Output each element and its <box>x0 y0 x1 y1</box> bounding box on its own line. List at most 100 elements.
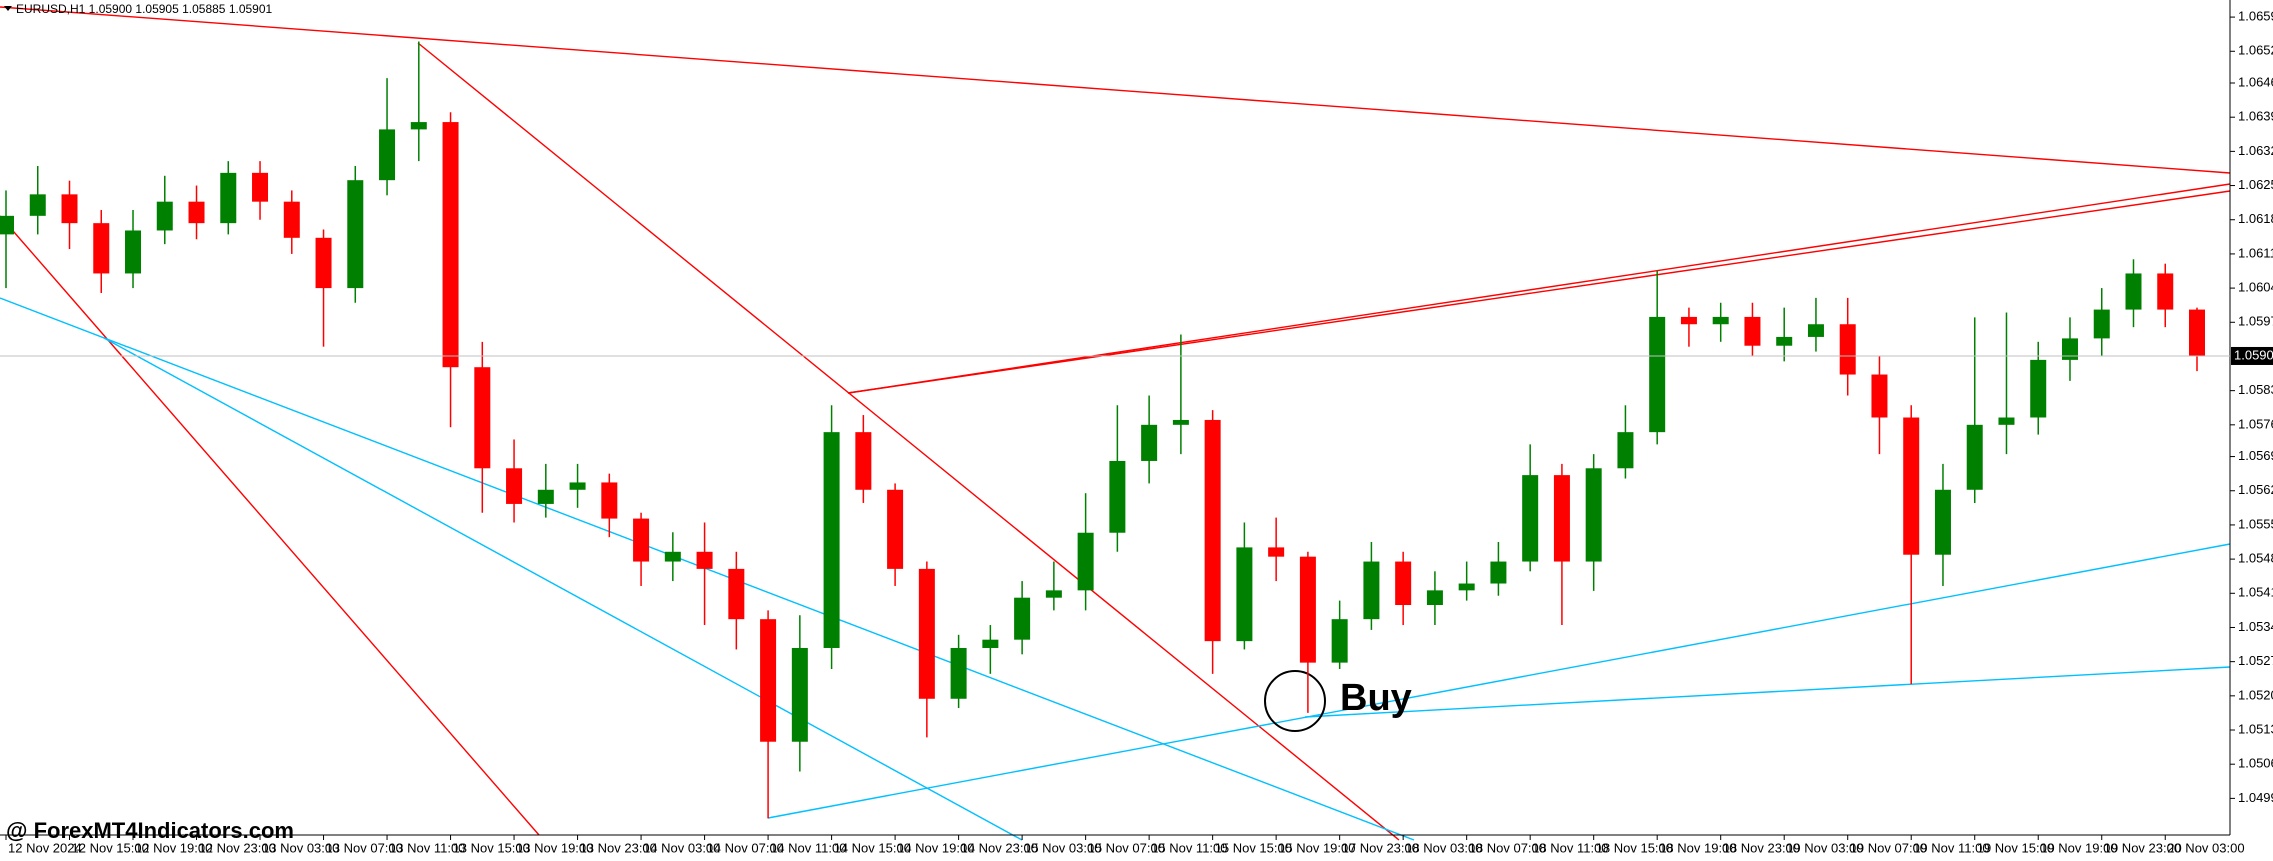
candle-body <box>696 551 713 569</box>
trend-line <box>1304 666 2231 718</box>
x-tick-label: 15 Nov 15:00 <box>1215 840 1292 855</box>
candle-body <box>2030 359 2047 418</box>
x-tick-label: 12 Nov 15:00 <box>72 840 149 855</box>
x-tick-label: 13 Nov 23:00 <box>580 840 657 855</box>
x-tick-label: 18 Nov 23:00 <box>1723 840 1800 855</box>
y-tick-label: 1.05970 <box>2238 314 2273 329</box>
candle-body <box>379 129 396 181</box>
candle-body <box>1649 316 1666 433</box>
candle-body <box>1998 417 2015 425</box>
y-tick-label: 1.05830 <box>2238 382 2273 397</box>
x-tick-label: 14 Nov 15:00 <box>834 840 911 855</box>
trend-line <box>103 337 1023 841</box>
last-price-label: 1.05901 <box>2234 347 2273 362</box>
x-tick-label: 12 Nov 2024 <box>8 840 82 855</box>
candle-body <box>125 230 142 274</box>
candle-body <box>1458 583 1475 591</box>
y-tick-label: 1.05415 <box>2238 585 2273 600</box>
trend-line <box>0 297 1415 841</box>
trend-line <box>847 183 2231 394</box>
x-tick-label: 19 Nov 19:00 <box>2040 840 2117 855</box>
candle-body <box>1839 324 1856 375</box>
candle-body <box>1236 547 1253 642</box>
candle-body <box>1934 489 1951 555</box>
candle-body <box>1617 432 1634 469</box>
candle-body <box>1585 468 1602 562</box>
candle-body <box>1776 336 1793 346</box>
y-tick-label: 1.05625 <box>2238 482 2273 497</box>
x-tick-label: 18 Nov 11:00 <box>1532 840 1608 855</box>
candle-body <box>950 647 967 699</box>
y-tick-label: 1.05275 <box>2238 653 2273 668</box>
candle-body <box>1680 316 1697 325</box>
candle-body <box>410 122 427 130</box>
candle-body <box>1014 597 1031 640</box>
y-tick-label: 1.06250 <box>2238 177 2273 192</box>
candle-body <box>823 432 840 648</box>
y-tick-label: 1.06460 <box>2238 74 2273 89</box>
y-tick-label: 1.04995 <box>2238 790 2273 805</box>
candle-body <box>1712 316 1729 325</box>
candle-body <box>2125 273 2142 310</box>
x-tick-label: 19 Nov 23:00 <box>2104 840 2181 855</box>
x-tick-label: 17 Nov 23:00 <box>1342 840 1419 855</box>
trend-line <box>417 42 1400 841</box>
y-tick-label: 1.06525 <box>2238 43 2273 58</box>
x-tick-label: 15 Nov 19:00 <box>1278 840 1355 855</box>
candle-body <box>220 172 237 224</box>
candle-body <box>537 489 554 504</box>
candle-body <box>347 180 364 289</box>
candle-body <box>1141 424 1158 461</box>
candle-body <box>61 194 78 224</box>
candle-body <box>93 223 110 274</box>
x-tick-label: 12 Nov 23:00 <box>199 840 276 855</box>
x-tick-label: 13 Nov 11:00 <box>389 840 465 855</box>
candle-body <box>1744 316 1761 346</box>
candle-body <box>1807 324 1824 337</box>
y-tick-label: 1.05555 <box>2238 516 2273 531</box>
y-tick-label: 1.05760 <box>2238 416 2273 431</box>
x-tick-label: 18 Nov 03:00 <box>1405 840 1482 855</box>
candle-body <box>1045 590 1062 598</box>
trend-line <box>767 543 2231 819</box>
y-tick-label: 1.06390 <box>2238 109 2273 124</box>
candle-body <box>887 489 904 569</box>
candle-body <box>315 237 332 289</box>
y-tick-label: 1.06110 <box>2238 245 2273 260</box>
candle-body <box>156 201 173 231</box>
candles <box>0 41 2205 819</box>
candle-body <box>982 639 999 648</box>
candle-body <box>791 647 808 742</box>
y-tick-label: 1.05695 <box>2238 448 2273 463</box>
candle-body <box>601 482 618 519</box>
buy-circle <box>1264 670 1326 732</box>
candle-body <box>664 551 681 562</box>
candle-body <box>188 201 205 224</box>
candle-body <box>2093 309 2110 339</box>
candle-body <box>2157 273 2174 310</box>
menu-arrow <box>4 6 12 11</box>
y-tick-label: 1.06595 <box>2238 9 2273 24</box>
x-tick-label: 14 Nov 03:00 <box>643 840 720 855</box>
candle-body <box>1395 561 1412 606</box>
x-tick-label: 13 Nov 15:00 <box>453 840 530 855</box>
x-tick-label: 19 Nov 07:00 <box>1850 840 1927 855</box>
candle-body <box>1426 590 1443 606</box>
candle-body <box>855 432 872 490</box>
candle-body <box>474 367 491 469</box>
x-tick-label: 15 Nov 07:00 <box>1088 840 1165 855</box>
candle-body <box>1903 417 1920 555</box>
chart-title: EURUSD,H1 1.05900 1.05905 1.05885 1.0590… <box>16 2 273 16</box>
candle-body <box>506 468 523 504</box>
candle-body <box>1331 619 1348 663</box>
x-tick-label: 19 Nov 03:00 <box>1786 840 1863 855</box>
y-tick-label: 1.06040 <box>2238 280 2273 295</box>
candle-body <box>1109 460 1126 533</box>
x-tick-label: 15 Nov 11:00 <box>1151 840 1227 855</box>
candle-body <box>1490 561 1507 584</box>
trend-line <box>0 6 2231 174</box>
candle-body <box>252 172 269 202</box>
candle-body <box>728 568 745 620</box>
x-tick-label: 14 Nov 11:00 <box>770 840 846 855</box>
y-tick-label: 1.06180 <box>2238 211 2273 226</box>
